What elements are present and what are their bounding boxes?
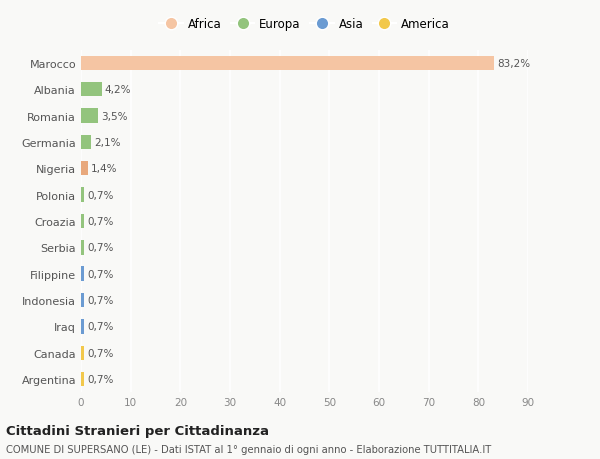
Bar [81,319,85,334]
Bar [81,293,85,308]
Bar [81,214,85,229]
Text: 0,7%: 0,7% [88,243,114,253]
Bar [81,83,102,97]
Text: Cittadini Stranieri per Cittadinanza: Cittadini Stranieri per Cittadinanza [6,424,269,437]
Bar [81,188,85,202]
Text: 0,7%: 0,7% [88,296,114,305]
Text: 2,1%: 2,1% [94,138,121,147]
Text: 0,7%: 0,7% [88,348,114,358]
Text: 1,4%: 1,4% [91,164,118,174]
Bar [81,267,85,281]
Text: 3,5%: 3,5% [101,111,128,121]
Text: 0,7%: 0,7% [88,190,114,200]
Text: 0,7%: 0,7% [88,374,114,384]
Bar [81,135,91,150]
Bar [81,346,85,360]
Bar [81,162,88,176]
Legend: Africa, Europa, Asia, America: Africa, Europa, Asia, America [157,15,452,33]
Bar [81,56,494,71]
Text: 83,2%: 83,2% [497,59,530,69]
Bar [81,241,85,255]
Text: COMUNE DI SUPERSANO (LE) - Dati ISTAT al 1° gennaio di ogni anno - Elaborazione : COMUNE DI SUPERSANO (LE) - Dati ISTAT al… [6,444,491,454]
Bar [81,109,98,123]
Text: 4,2%: 4,2% [105,85,131,95]
Text: 0,7%: 0,7% [88,269,114,279]
Bar [81,372,85,386]
Text: 0,7%: 0,7% [88,217,114,226]
Text: 0,7%: 0,7% [88,322,114,332]
